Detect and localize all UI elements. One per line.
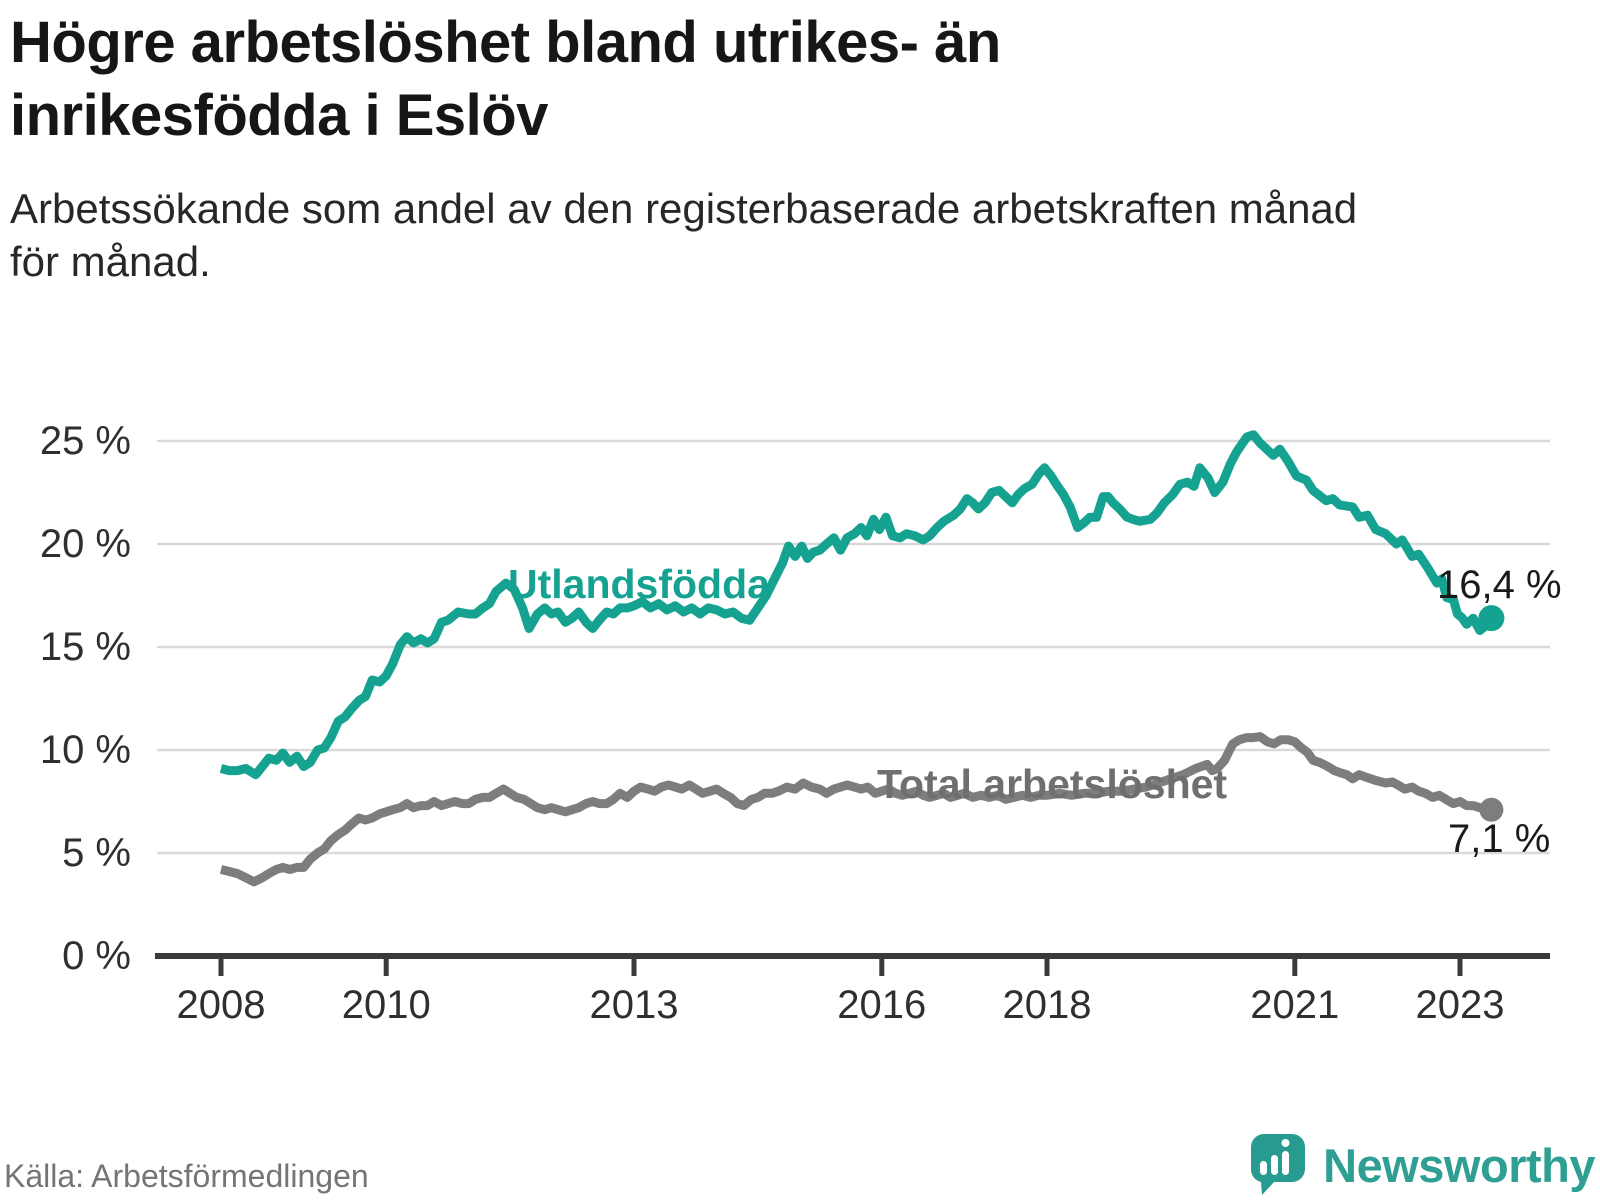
end-value-label: 16,4 %	[1437, 563, 1562, 607]
newsworthy-brand: Newsworthy	[1250, 1130, 1595, 1200]
x-tick-label: 2013	[590, 983, 679, 1027]
logo-bar-tall	[1282, 1151, 1290, 1175]
y-tick-label: 5 %	[62, 831, 131, 875]
y-tick-label: 25 %	[40, 419, 131, 463]
brand-name: Newsworthy	[1323, 1138, 1595, 1192]
line-Total arbetslöshet	[219, 732, 1493, 887]
y-tick-label: 0 %	[62, 934, 131, 978]
y-tick-label: 15 %	[40, 625, 131, 669]
x-tick-label: 2018	[1003, 983, 1092, 1027]
x-tick-label: 2021	[1250, 983, 1339, 1027]
end-dot-Total arbetslöshet	[1479, 797, 1504, 822]
chart-header: Högre arbetslöshet bland utrikes- än inr…	[10, 6, 1570, 288]
x-tick-label: 2010	[342, 983, 431, 1027]
y-tick-label: 20 %	[40, 522, 131, 566]
x-tick-label: 2023	[1416, 983, 1505, 1027]
newsworthy-logo-icon	[1251, 1134, 1306, 1195]
logo-bar-medium	[1271, 1155, 1279, 1175]
series-label: Total arbetslöshet	[877, 761, 1227, 807]
x-tick-label: 2008	[177, 983, 266, 1027]
page-title: Högre arbetslöshet bland utrikes- än inr…	[10, 10, 1001, 148]
line-Utlandsfödda	[219, 430, 1495, 780]
end-dot-Utlandsfödda	[1478, 605, 1505, 632]
end-value-label: 7,1 %	[1448, 817, 1550, 861]
logo-dot	[1281, 1139, 1290, 1147]
chart-footer: Källa: Arbetsförmedlingen Newsworthy	[0, 1120, 1600, 1200]
series-label: Utlandsfödda	[508, 561, 771, 607]
line-chart: 25 % 20 % 15 % 10 % 5 % 0 % 2008 2010 2013 2016 20…	[40, 419, 1562, 1027]
logo-bar-small	[1260, 1161, 1268, 1175]
page-subtitle: Arbetssökande som andel av den registerb…	[10, 185, 1358, 285]
source-note: Källa: Arbetsförmedlingen	[4, 1158, 369, 1194]
x-tick-label: 2016	[837, 983, 926, 1027]
y-tick-label: 10 %	[40, 728, 131, 772]
